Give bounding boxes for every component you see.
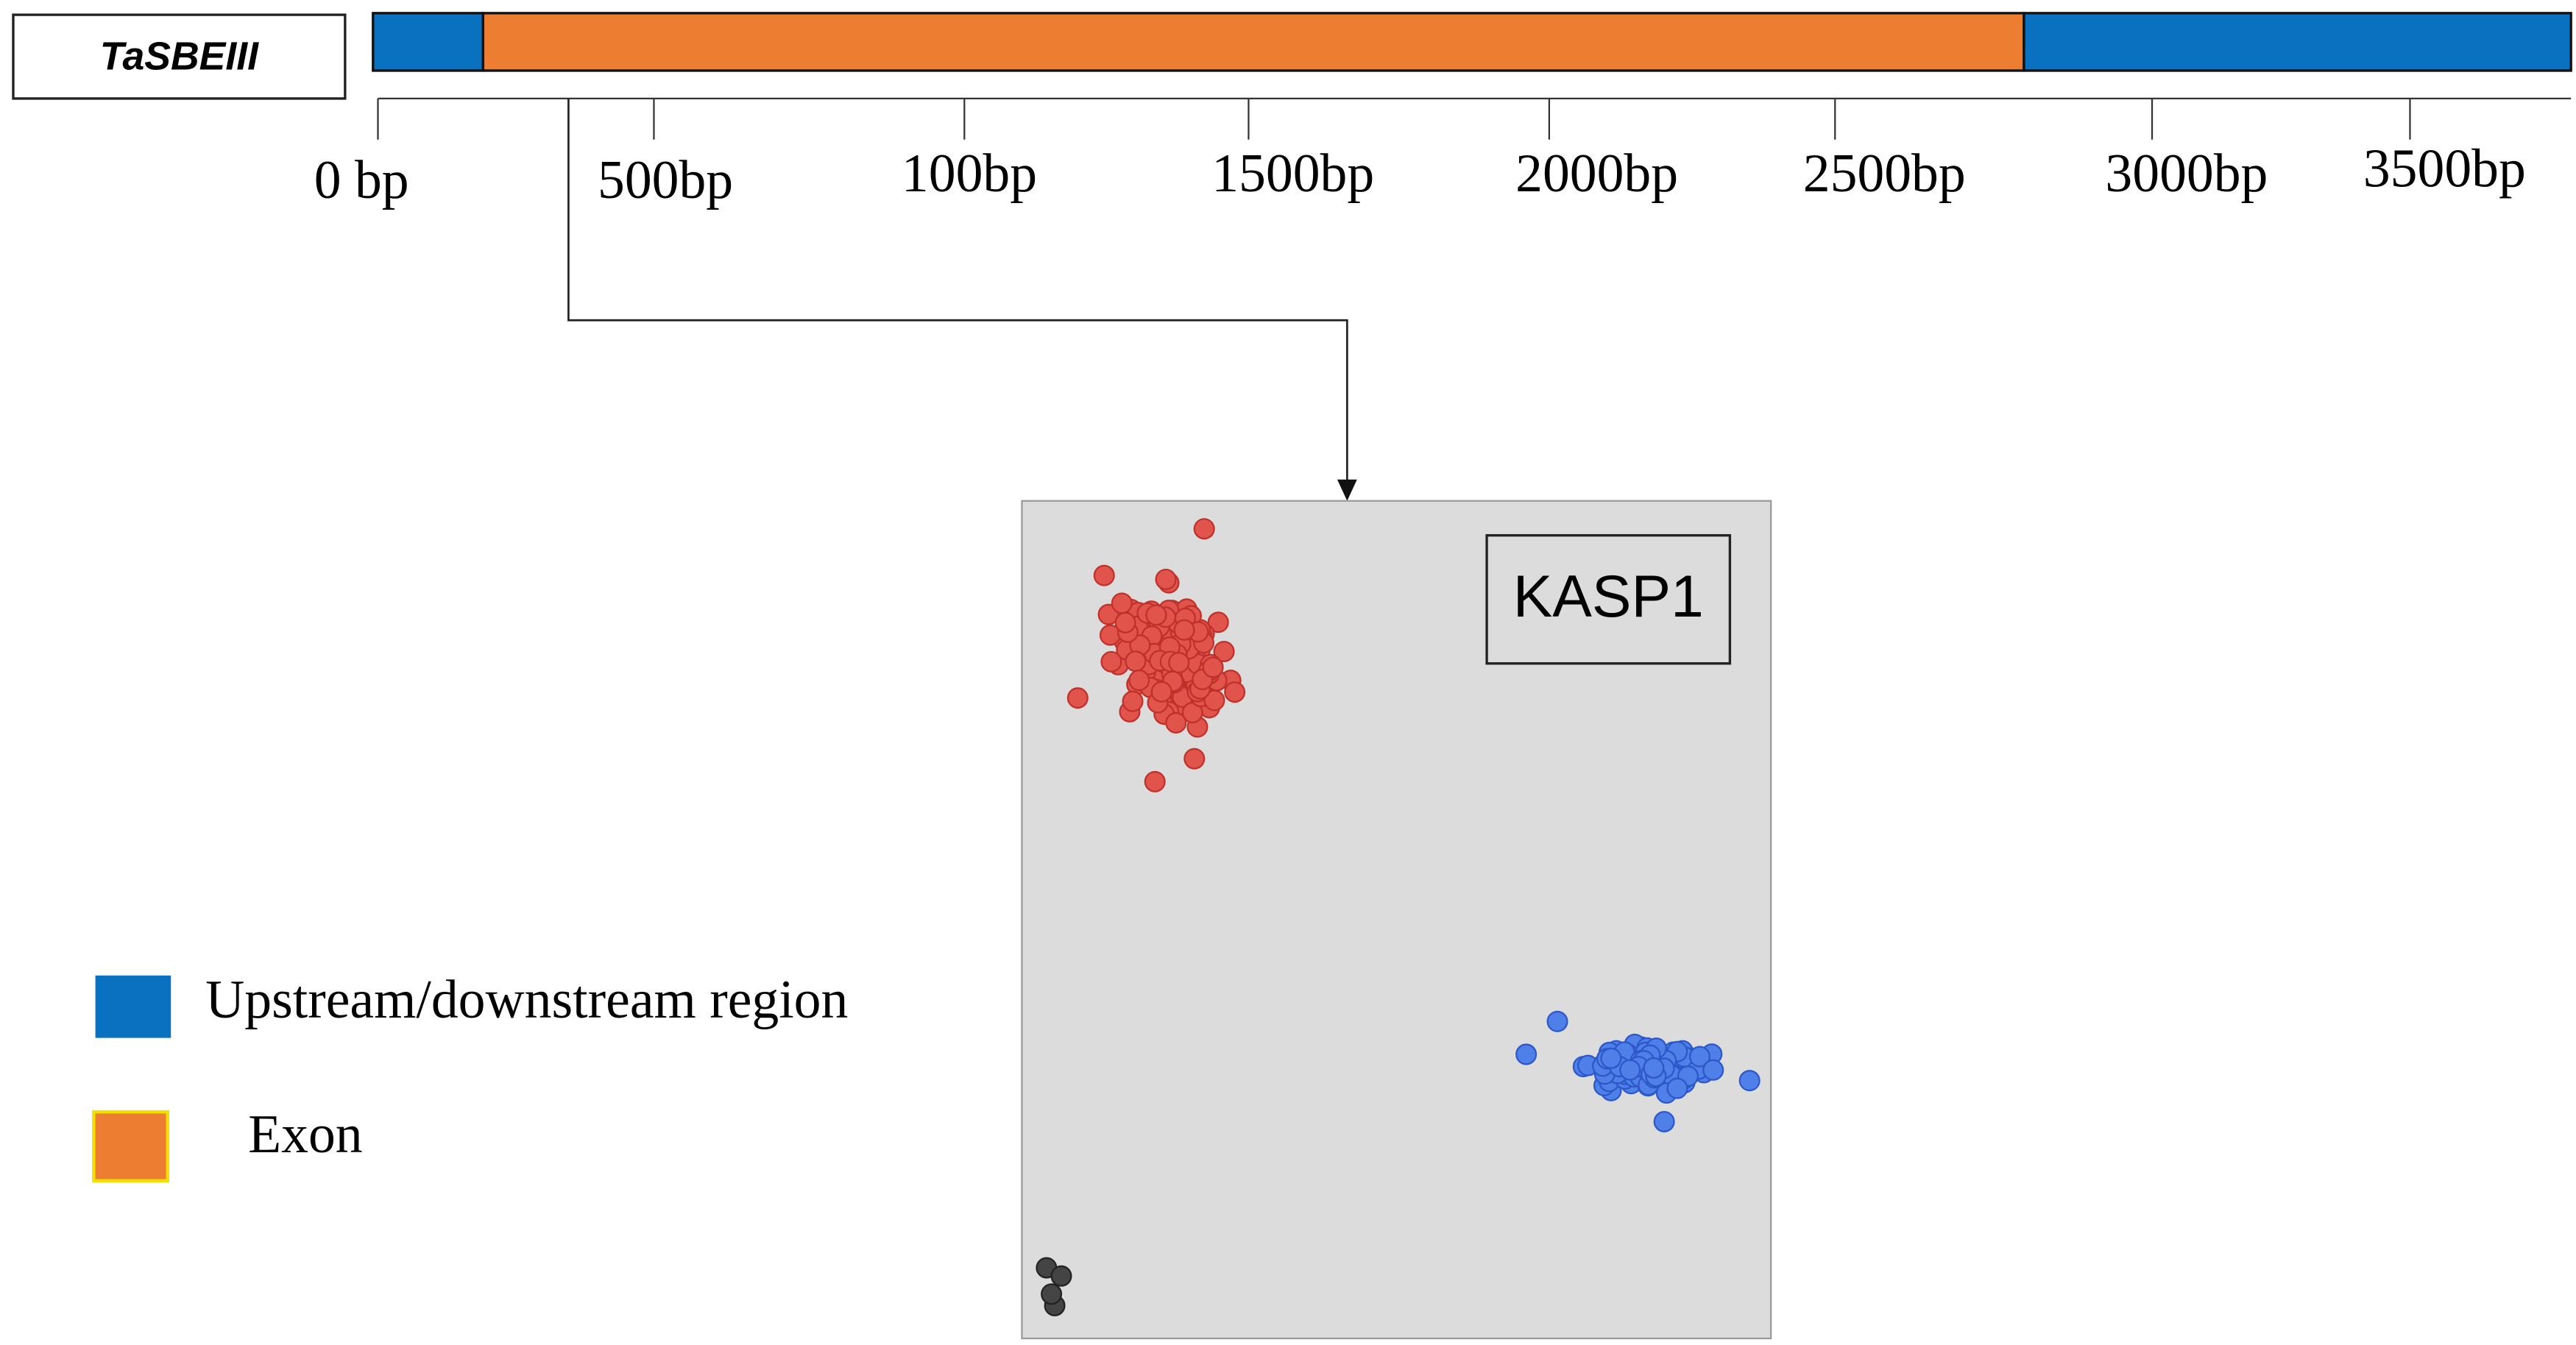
dot — [1122, 690, 1144, 712]
tick-label: 3000bp — [2105, 143, 2268, 203]
legend-swatch — [95, 975, 171, 1038]
legend-label: Exon — [248, 1104, 362, 1164]
dot — [1155, 568, 1177, 590]
dot — [1150, 681, 1172, 703]
arrowhead — [1337, 479, 1357, 501]
dot — [1145, 604, 1167, 626]
dot — [1600, 1047, 1622, 1069]
dot — [1207, 611, 1229, 634]
dot — [1702, 1059, 1724, 1081]
dot — [1619, 1059, 1641, 1081]
upstream-region — [372, 12, 484, 72]
dot — [1100, 650, 1122, 672]
dot — [1144, 770, 1166, 792]
tick-label: 2500bp — [1803, 143, 1966, 203]
tick-label: 100bp — [902, 143, 1037, 203]
dot — [1738, 1070, 1761, 1092]
dot — [1041, 1283, 1063, 1305]
dot — [1515, 1043, 1538, 1065]
dot — [1689, 1046, 1711, 1068]
dot — [1128, 670, 1150, 692]
tick-label: 1500bp — [1211, 143, 1374, 203]
legend-swatch — [92, 1110, 170, 1183]
gene-label: TaSBEIII — [100, 35, 259, 78]
dot — [1213, 640, 1235, 662]
dot — [1643, 1057, 1665, 1079]
dot — [1653, 1110, 1675, 1132]
tick-label: 0 bp — [314, 149, 409, 210]
dot — [1111, 592, 1133, 614]
dot — [1050, 1265, 1072, 1287]
dot — [1173, 619, 1195, 641]
dot — [1183, 748, 1206, 770]
dot — [1193, 518, 1215, 540]
dot — [1125, 650, 1147, 672]
dot — [1666, 1077, 1688, 1099]
dot — [1165, 711, 1187, 734]
legend-label: Upstream/downstream region — [205, 969, 848, 1029]
gene-label-box — [12, 13, 347, 100]
dot — [1093, 564, 1115, 586]
tick-label: 2000bp — [1515, 143, 1678, 203]
dot — [1066, 687, 1089, 709]
dot — [1114, 611, 1136, 634]
plot-label-box — [1485, 533, 1732, 665]
tick-label: 500bp — [598, 149, 733, 210]
downstream-region — [2023, 12, 2572, 72]
dot — [1546, 1010, 1568, 1032]
dots — [1036, 518, 1761, 1316]
dot — [1202, 656, 1224, 678]
dot — [1224, 681, 1246, 703]
dot — [1168, 652, 1190, 674]
axis: 0 bp 500bp 100bp 1500bp 2000bp 2500bp 3000bp 35… — [314, 98, 2526, 210]
exon — [481, 12, 2025, 72]
connector — [567, 98, 1348, 483]
tick-label: 3500bp — [2363, 138, 2526, 198]
plot-label: KASP1 — [1513, 564, 1704, 630]
